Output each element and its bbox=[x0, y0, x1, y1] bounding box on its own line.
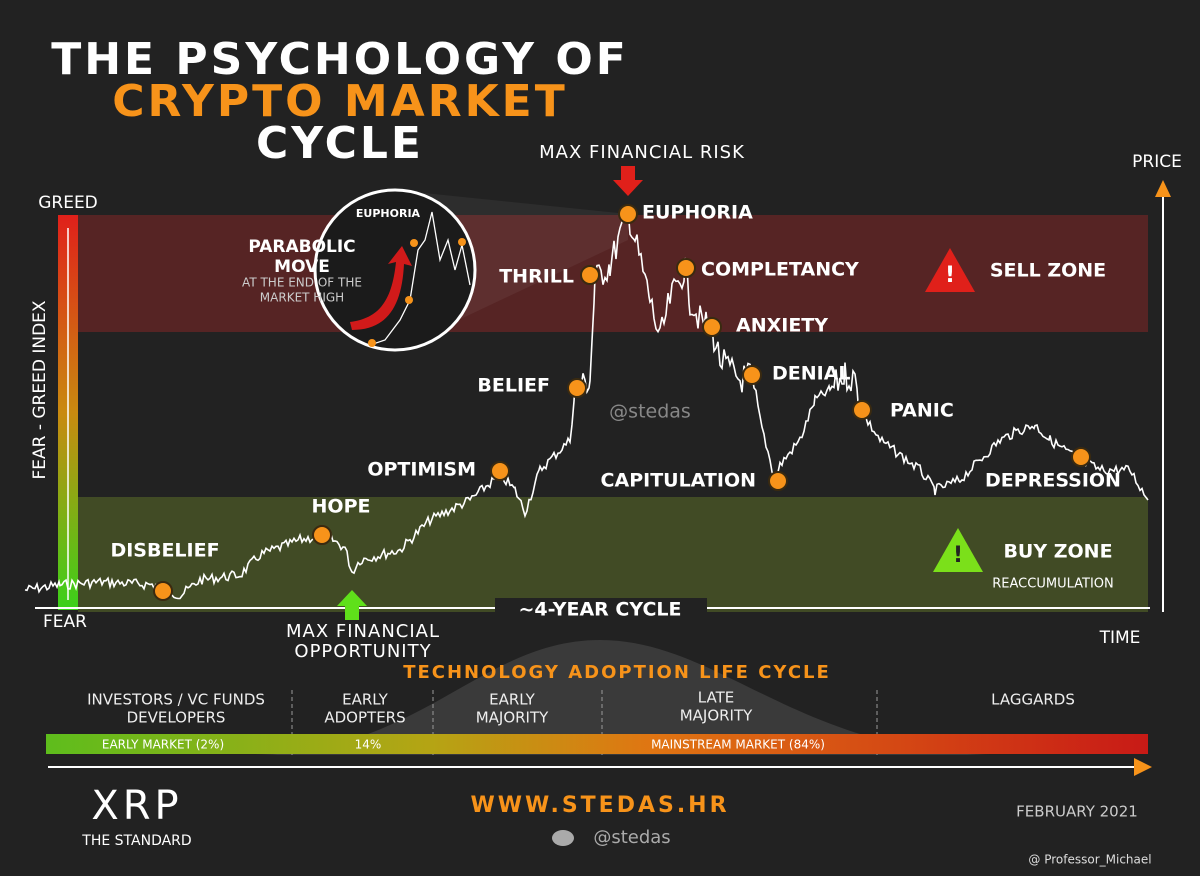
stage-label: PANIC bbox=[890, 400, 954, 422]
segment-label: 14% bbox=[355, 738, 382, 752]
axis-label: TIME bbox=[1099, 628, 1141, 648]
inset-arrow bbox=[350, 246, 412, 330]
risk-arrow bbox=[613, 166, 643, 196]
stage-label: CAPITULATION bbox=[601, 470, 756, 492]
bell-curve bbox=[250, 640, 1000, 755]
stage-dot bbox=[490, 461, 510, 481]
axis-label: FEAR bbox=[43, 612, 87, 632]
inset-note: MARKET HIGH bbox=[260, 291, 344, 305]
stage-dot bbox=[153, 581, 173, 601]
group-label: LAGGARDS bbox=[991, 691, 1075, 709]
inset-dot bbox=[368, 339, 376, 347]
opportunity-arrow bbox=[337, 590, 367, 620]
stage-dot bbox=[618, 204, 638, 224]
zone-note: REACCUMULATION bbox=[992, 577, 1113, 592]
date: FEBRUARY 2021 bbox=[1016, 803, 1138, 821]
title: CYCLE bbox=[256, 118, 424, 169]
stage-dot bbox=[580, 265, 600, 285]
handle: @stedas bbox=[593, 827, 670, 848]
dividers bbox=[291, 690, 878, 755]
stage-label: BELIEF bbox=[477, 375, 550, 397]
brand: XRP bbox=[91, 783, 182, 829]
group-label: EARLY bbox=[489, 691, 536, 709]
tagline: THE STANDARD bbox=[81, 833, 191, 849]
stage-label: THRILL bbox=[499, 266, 574, 288]
stage-label: ANXIETY bbox=[736, 315, 828, 337]
group-label: EARLY bbox=[342, 691, 389, 709]
price-line bbox=[24, 207, 1149, 600]
stage-dot bbox=[676, 258, 696, 278]
inset-dot bbox=[410, 239, 418, 247]
warning-mark: ! bbox=[953, 543, 963, 568]
cycle-backing bbox=[495, 598, 707, 622]
stage-label: COMPLETANCY bbox=[701, 259, 859, 281]
title: THE PSYCHOLOGY OF bbox=[51, 34, 629, 85]
group-label: INVESTORS / VC FUNDS bbox=[87, 691, 265, 709]
annotation: MAX FINANCIAL RISK bbox=[539, 142, 745, 163]
timeline-arrow bbox=[1134, 758, 1152, 776]
annotation: OPPORTUNITY bbox=[294, 641, 431, 662]
inset-heading: PARABOLIC bbox=[248, 237, 355, 257]
adoption-title: TECHNOLOGY ADOPTION LIFE CYCLE bbox=[403, 662, 831, 683]
inset-note: AT THE END OF THE bbox=[242, 276, 362, 290]
axis-label: PRICE bbox=[1132, 152, 1182, 172]
zone-label: BUY ZONE bbox=[1003, 541, 1112, 563]
stage-dot bbox=[702, 317, 722, 337]
inset-dot bbox=[458, 238, 466, 246]
credit: @ Professor_Michael bbox=[1028, 853, 1151, 867]
inset-label: EUPHORIA bbox=[356, 207, 421, 220]
stage-dot bbox=[768, 471, 788, 491]
inset-dot bbox=[405, 296, 413, 304]
segment-label: EARLY MARKET (2%) bbox=[102, 738, 224, 752]
watermark: @stedas bbox=[609, 401, 691, 423]
segment-label: MAINSTREAM MARKET (84%) bbox=[651, 738, 825, 752]
zone-label: SELL ZONE bbox=[990, 260, 1106, 282]
axis-label: GREED bbox=[38, 193, 98, 213]
price-arrow bbox=[1155, 180, 1171, 197]
inset-line bbox=[369, 211, 471, 346]
stage-label: DISBELIEF bbox=[110, 540, 219, 562]
title: CRYPTO MARKET bbox=[112, 76, 568, 127]
warning-icon bbox=[933, 528, 983, 572]
sell-zone bbox=[78, 215, 1148, 332]
cycle-label: ~4-YEAR CYCLE bbox=[519, 599, 682, 621]
market-bar bbox=[46, 734, 1148, 754]
axis-label: FEAR - GREED INDEX bbox=[30, 300, 50, 479]
buy-zone bbox=[78, 497, 1148, 612]
group-label: DEVELOPERS bbox=[127, 709, 226, 727]
stage-dot bbox=[567, 378, 587, 398]
warning-icon bbox=[925, 248, 975, 292]
group-label: MAJORITY bbox=[680, 707, 753, 725]
warning-mark: ! bbox=[945, 263, 955, 288]
stage-dot bbox=[742, 365, 762, 385]
stage-dot bbox=[852, 400, 872, 420]
group-label: MAJORITY bbox=[476, 709, 549, 727]
inset-heading: MOVE bbox=[274, 257, 330, 277]
group-label: LATE bbox=[698, 689, 734, 707]
stage-dot bbox=[312, 525, 332, 545]
annotation: MAX FINANCIAL bbox=[286, 621, 440, 642]
bird-icon bbox=[552, 830, 574, 846]
stage-label: HOPE bbox=[312, 496, 371, 518]
stage-label: DENIAL bbox=[772, 363, 851, 385]
stage-label: DEPRESSION bbox=[985, 470, 1121, 492]
group-label: ADOPTERS bbox=[324, 709, 405, 727]
stage-label: EUPHORIA bbox=[642, 202, 753, 224]
stage-dot bbox=[1071, 447, 1091, 467]
stage-label: OPTIMISM bbox=[367, 459, 476, 481]
site: WWW.STEDAS.HR bbox=[470, 793, 729, 818]
